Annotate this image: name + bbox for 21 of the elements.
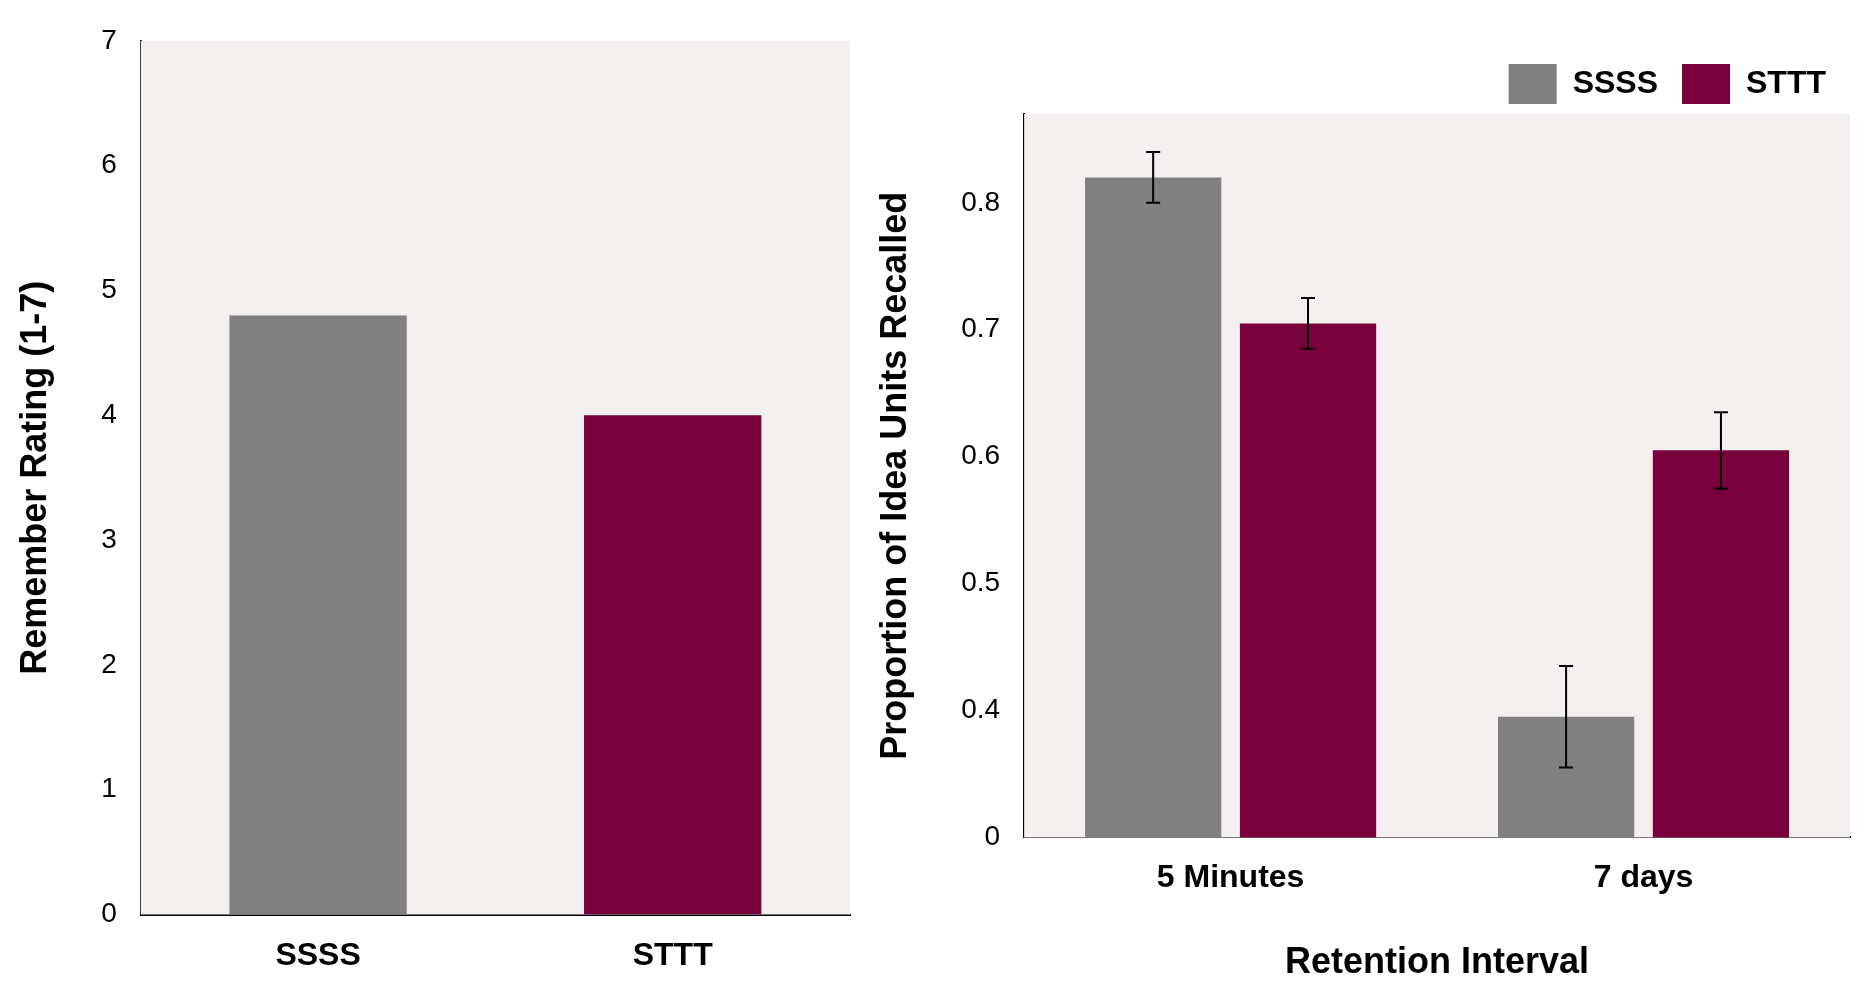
legend-label: SSSS	[1572, 63, 1659, 100]
y-tick-label: 0.8	[961, 185, 1001, 217]
y-tick-label: 1	[101, 772, 117, 804]
x-axis-title: Retention Interval	[1285, 940, 1590, 982]
y-tick-label: 4	[101, 398, 117, 429]
y-axis-title: Remember Rating (1-7)	[12, 280, 54, 675]
x-tick-label: 7 days	[1593, 858, 1694, 895]
y-tick-label: 2	[101, 647, 117, 679]
y-tick-label: 0	[984, 820, 1001, 852]
y-tick-label: 3	[101, 522, 117, 554]
y-axis-title: Proportion of Idea Units Recalled	[872, 191, 914, 760]
y-tick-label: 0.7	[961, 312, 1001, 344]
y-tick-label: 0	[101, 897, 117, 929]
y-tick-label: 0.5	[961, 566, 1001, 598]
y-tick-label: 7	[101, 23, 117, 55]
y-tick-label: 5	[101, 273, 117, 305]
x-tick-label: 5 Minutes	[1156, 858, 1305, 895]
y-tick-label: 0.6	[961, 439, 1001, 471]
y-tick-label: 6	[101, 148, 117, 180]
y-tick-label: 0.4	[961, 693, 1001, 725]
legend-label: STTT	[1746, 63, 1827, 100]
